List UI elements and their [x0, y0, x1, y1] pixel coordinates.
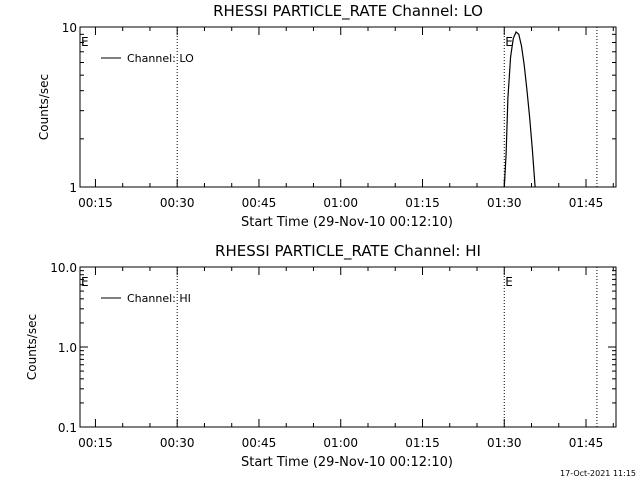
x-tick-label-lo: 01:00 [323, 196, 358, 210]
y-tick-label-hi: 1.0 [58, 341, 77, 355]
x-tick-label-hi: 01:15 [405, 436, 440, 450]
y-tick-label-hi: 10.0 [50, 261, 77, 275]
panel-lo: RHESSI PARTICLE_RATE Channel: LO Counts/… [37, 2, 617, 230]
x-tick-label-hi: 01:00 [323, 436, 358, 450]
x-axis-label-lo: Start Time (29-Nov-10 00:12:10) [241, 215, 453, 230]
chart-title-lo: RHESSI PARTICLE_RATE Channel: LO [213, 2, 483, 21]
plot-frame-lo [79, 26, 617, 188]
event-marker-letter-hi: E [81, 275, 89, 289]
event-marker-letter-hi: E [505, 275, 513, 289]
x-tick-label-hi: 01:30 [487, 436, 522, 450]
x-tick-label-lo: 00:30 [160, 196, 195, 210]
plot-area-hi: 00:15 00:30 00:45 01:00 01:15 01:30 01:45 0.1 1.… [50, 261, 617, 450]
x-tick-label-lo: 00:45 [242, 196, 277, 210]
x-tick-label-lo: 00:15 [78, 196, 113, 210]
event-marker-letter-lo: E [505, 35, 513, 49]
plot-area-lo: 00:15 00:30 00:45 01:00 01:15 01:30 01:45 1 10 E E… [62, 21, 617, 210]
event-marker-letter-lo: E [81, 35, 89, 49]
plot-frame-hi [79, 266, 617, 428]
legend-label-hi: Channel: HI [127, 292, 191, 305]
y-axis-label-hi: Counts/sec [25, 314, 39, 380]
x-tick-label-hi: 00:30 [160, 436, 195, 450]
series-line-lo [503, 31, 536, 188]
legend-label-lo: Channel: LO [127, 52, 194, 65]
panel-hi: RHESSI PARTICLE_RATE Channel: HI Counts/… [25, 242, 617, 470]
footer-timestamp: 17-Oct-2021 11:15 [560, 469, 636, 478]
y-tick-label-hi: 0.1 [58, 421, 77, 435]
y-axis-label-lo: Counts/sec [37, 74, 51, 140]
x-tick-label-hi: 00:45 [242, 436, 277, 450]
y-tick-label-lo: 1 [69, 181, 77, 195]
x-tick-label-lo: 01:45 [569, 196, 604, 210]
x-tick-label-lo: 01:30 [487, 196, 522, 210]
x-axis-label-hi: Start Time (29-Nov-10 00:12:10) [241, 455, 453, 470]
y-tick-label-lo: 10 [62, 21, 77, 35]
x-tick-label-lo: 01:15 [405, 196, 440, 210]
x-tick-label-hi: 01:45 [569, 436, 604, 450]
x-tick-label-hi: 00:15 [78, 436, 113, 450]
chart-title-hi: RHESSI PARTICLE_RATE Channel: HI [215, 242, 481, 261]
